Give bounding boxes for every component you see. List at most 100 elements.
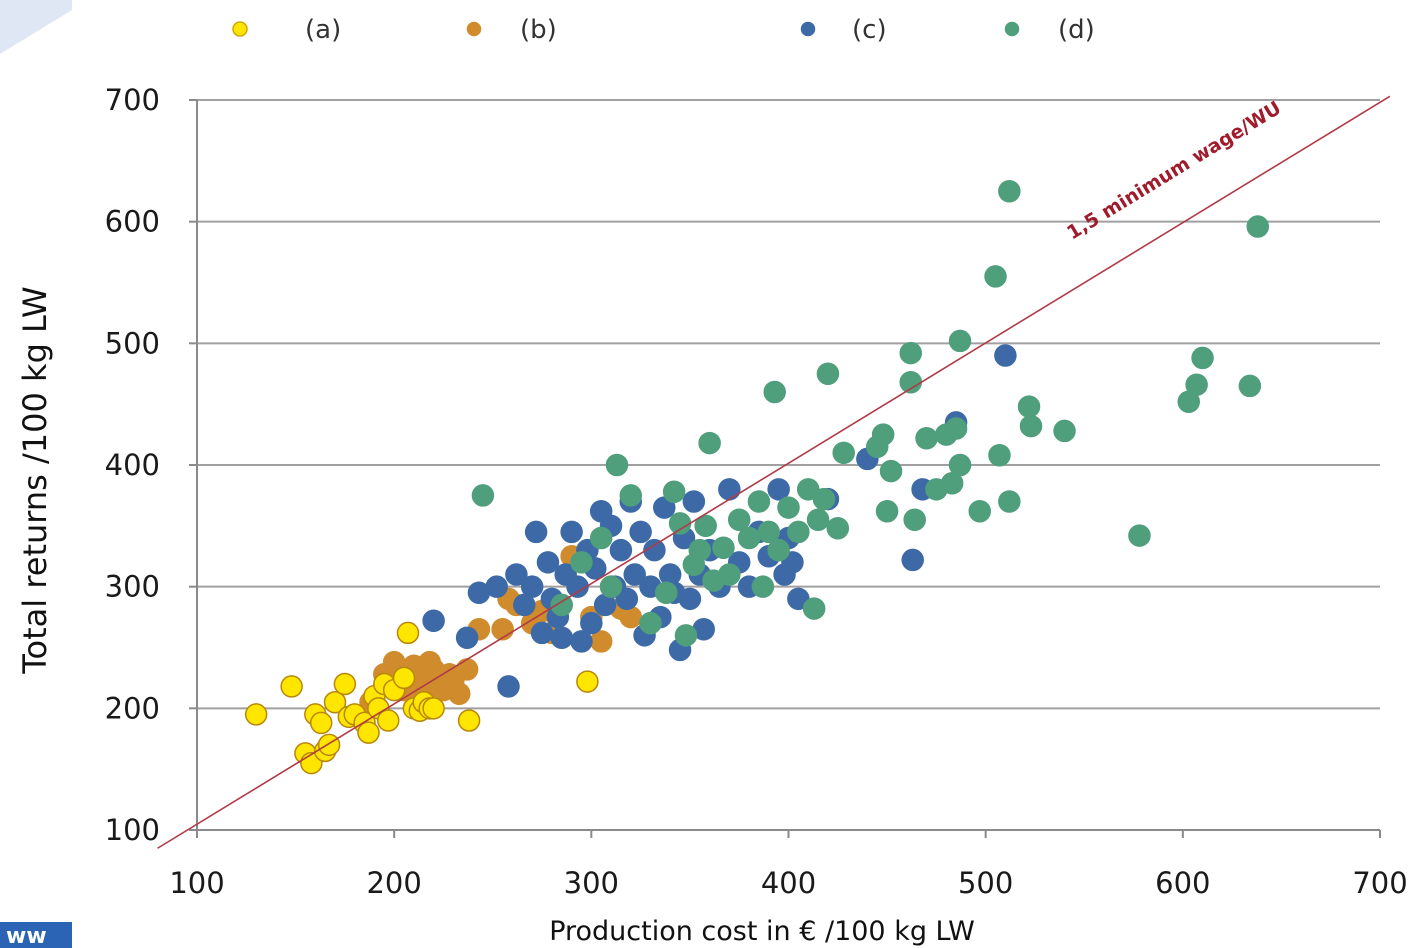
data-point [605, 453, 629, 477]
x-tick-label: 700 [1352, 866, 1407, 900]
data-point [377, 709, 400, 732]
data-point [1128, 524, 1151, 547]
data-point [875, 499, 899, 523]
data-point [629, 520, 652, 544]
data-point [812, 487, 836, 511]
y-tick-label: 200 [105, 691, 160, 725]
data-point [751, 575, 775, 598]
data-point [455, 658, 479, 681]
data-point [520, 575, 544, 598]
data-point [763, 380, 786, 404]
data-point [491, 618, 514, 641]
data-point [1191, 346, 1214, 370]
data-point [998, 490, 1021, 513]
data-point [915, 426, 938, 450]
data-point [1185, 373, 1208, 396]
data-point [871, 423, 895, 446]
data-point [832, 441, 855, 465]
data-point [1017, 395, 1041, 418]
tick-labels: 100 200 300 400 500 600 700 100 200 300 400 500 600 7… [105, 83, 1408, 900]
data-point [455, 626, 479, 650]
data-point [674, 624, 698, 647]
data-point [357, 721, 380, 744]
legend-label: (c) [852, 15, 887, 45]
data-point [806, 508, 830, 531]
data-point [899, 341, 922, 365]
data-point [948, 453, 972, 477]
data-point [737, 526, 761, 550]
data-point [826, 517, 850, 540]
x-axis-title: Production cost in € /100 kg LW [549, 916, 975, 947]
data-point [333, 672, 357, 696]
legend-marker [800, 21, 816, 37]
data-point [994, 344, 1017, 367]
data-point [668, 512, 692, 535]
x-tick-label: 100 [169, 866, 224, 900]
data-point [570, 551, 593, 574]
data-point [619, 605, 643, 629]
data-point [662, 480, 686, 504]
y-tick-label: 300 [105, 570, 160, 604]
data-point [530, 621, 554, 645]
data-point [718, 478, 741, 501]
data-point [623, 563, 646, 586]
legend-marker [466, 21, 482, 37]
data-point [802, 597, 826, 620]
data-point [550, 593, 574, 617]
data-point [570, 630, 593, 653]
data-point [688, 538, 712, 562]
data-point [718, 563, 741, 586]
website-badge: ww [0, 922, 72, 948]
y-tick-label: 700 [105, 83, 160, 117]
data-point [988, 444, 1011, 467]
data-point [244, 703, 268, 726]
legend: (a) (b) (c) (d) [232, 15, 1095, 45]
data-point [580, 611, 603, 635]
data-point [422, 697, 445, 720]
data-point [901, 548, 924, 572]
data-point [816, 362, 840, 385]
data-point [984, 265, 1007, 288]
y-tick-label: 600 [105, 205, 160, 239]
data-point [727, 508, 751, 531]
data-point [787, 520, 810, 544]
data-point [639, 611, 662, 635]
x-tick-label: 400 [761, 866, 816, 900]
data-point [471, 484, 495, 507]
data-point [658, 563, 682, 586]
data-point [1019, 414, 1043, 438]
data-point [447, 682, 471, 705]
data-point [747, 490, 771, 513]
data-point [576, 670, 599, 693]
legend-label: (b) [520, 15, 557, 45]
data-point [998, 180, 1021, 203]
data-point [560, 520, 583, 544]
data-point [309, 711, 333, 735]
data-point [609, 538, 633, 562]
data-point [619, 484, 643, 507]
gridlines [197, 99, 1380, 710]
data-point [944, 417, 968, 440]
data-point [879, 459, 903, 483]
data-point [767, 538, 790, 562]
y-tick-label: 500 [105, 326, 160, 360]
data-point [698, 431, 721, 455]
x-tick-label: 500 [958, 866, 1013, 900]
data-point [682, 490, 706, 513]
x-tick-label: 600 [1155, 866, 1210, 900]
data-point [317, 733, 341, 757]
legend-marker [1004, 21, 1020, 37]
x-tick-label: 300 [564, 866, 619, 900]
data-point [678, 587, 702, 611]
data-point [280, 675, 303, 698]
corner-decoration [0, 0, 72, 54]
data-point [948, 329, 972, 353]
data-point [599, 575, 623, 598]
data-point [643, 538, 666, 562]
data-point [422, 609, 445, 632]
data-point [903, 508, 926, 531]
data-point [968, 499, 992, 523]
data-point [767, 478, 790, 501]
data-point [536, 551, 560, 574]
